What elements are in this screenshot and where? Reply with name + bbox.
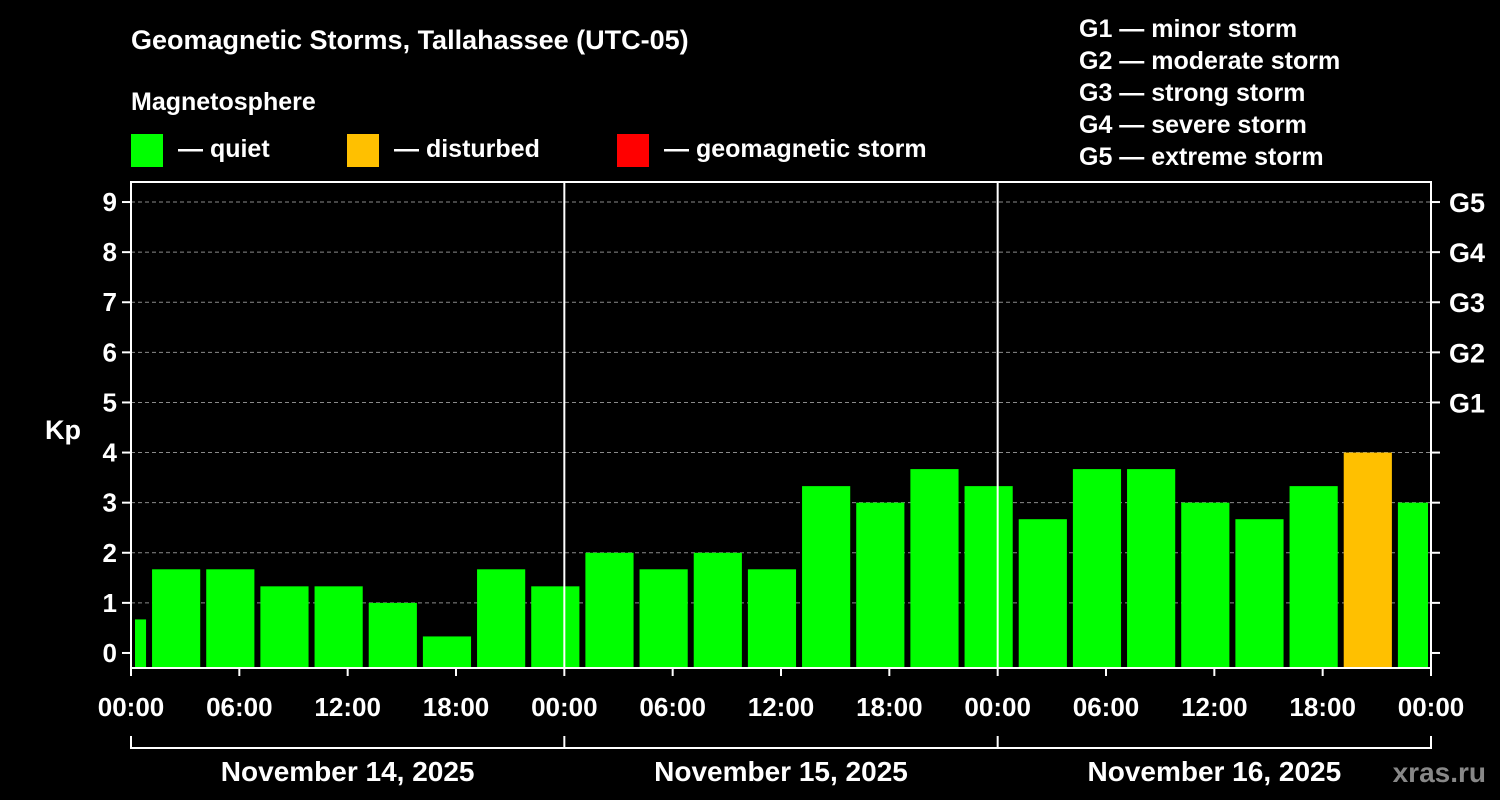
legend-swatch-quiet bbox=[131, 134, 163, 167]
legend-swatch-disturbed bbox=[347, 134, 379, 167]
kp-bar-13 bbox=[747, 569, 797, 668]
storm-scale-g1: G1 — minor storm bbox=[1079, 15, 1297, 43]
storm-level-label-g3: G3 bbox=[1449, 288, 1485, 318]
legend-label-disturbed: — disturbed bbox=[394, 135, 540, 163]
kp-bar-9 bbox=[531, 586, 580, 668]
storm-scale-g5: G5 — extreme storm bbox=[1079, 143, 1324, 171]
kp-bar-22 bbox=[1235, 519, 1284, 668]
legend-swatch-storm bbox=[617, 134, 649, 167]
x-tick-label-3: 18:00 bbox=[423, 692, 490, 722]
y-axis-label: Kp bbox=[45, 415, 81, 445]
x-tick-label-4: 00:00 bbox=[531, 692, 598, 722]
x-tick-label-8: 00:00 bbox=[964, 692, 1031, 722]
x-tick-label-0: 00:00 bbox=[98, 692, 165, 722]
kp-bar-16 bbox=[910, 469, 959, 668]
kp-bar-3 bbox=[206, 569, 255, 668]
legend-label-storm: — geomagnetic storm bbox=[664, 135, 927, 163]
storm-level-label-g1: G1 bbox=[1449, 388, 1485, 418]
chart-title: Geomagnetic Storms, Tallahassee (UTC-05) bbox=[131, 25, 689, 55]
kp-bar-24 bbox=[1343, 452, 1392, 668]
kp-bar-14 bbox=[802, 486, 851, 668]
kp-bar-7 bbox=[422, 636, 472, 668]
x-tick-label-6: 12:00 bbox=[748, 692, 815, 722]
y-tick-label-8: 8 bbox=[103, 237, 117, 267]
x-tick-label-2: 12:00 bbox=[314, 692, 381, 722]
y-tick-label-7: 7 bbox=[103, 287, 117, 317]
x-tick-label-12: 00:00 bbox=[1398, 692, 1465, 722]
x-tick-label-5: 06:00 bbox=[639, 692, 706, 722]
storm-level-label-g5: G5 bbox=[1449, 188, 1485, 218]
kp-bar-18 bbox=[1018, 519, 1067, 668]
kp-bar-5 bbox=[314, 586, 363, 668]
kp-bar-15 bbox=[856, 502, 905, 668]
y-tick-label-1: 1 bbox=[103, 588, 117, 618]
date-label-3: November 16, 2025 bbox=[1087, 756, 1341, 787]
kp-bar-23 bbox=[1289, 486, 1338, 668]
legend-title: Magnetosphere bbox=[131, 88, 316, 116]
y-tick-label-0: 0 bbox=[103, 638, 117, 668]
y-tick-label-3: 3 bbox=[103, 488, 117, 518]
kp-bar-20 bbox=[1127, 469, 1176, 668]
storm-scale-g4: G4 — severe storm bbox=[1079, 111, 1307, 139]
legend-label-quiet: — quiet bbox=[178, 135, 270, 163]
storm-scale-g3: G3 — strong storm bbox=[1079, 79, 1305, 107]
y-tick-label-6: 6 bbox=[103, 337, 117, 367]
kp-bar-11 bbox=[639, 569, 688, 668]
kp-bar-21 bbox=[1181, 502, 1230, 668]
y-tick-label-2: 2 bbox=[103, 538, 117, 568]
kp-bar-10 bbox=[585, 552, 634, 668]
kp-bar-8 bbox=[477, 569, 526, 668]
x-tick-label-1: 06:00 bbox=[206, 692, 273, 722]
kp-bar-4 bbox=[260, 586, 309, 668]
kp-bar-25 bbox=[1397, 502, 1428, 668]
kp-bar-6 bbox=[368, 602, 417, 668]
kp-bar-19 bbox=[1072, 469, 1122, 668]
x-tick-label-7: 18:00 bbox=[856, 692, 923, 722]
kp-bar-1 bbox=[135, 619, 147, 668]
y-tick-label-9: 9 bbox=[103, 187, 117, 217]
storm-level-label-g2: G2 bbox=[1449, 338, 1485, 368]
storm-level-label-g4: G4 bbox=[1449, 238, 1485, 268]
date-label-1: November 14, 2025 bbox=[221, 756, 475, 787]
kp-bar-17 bbox=[964, 486, 1013, 668]
storm-scale-g2: G2 — moderate storm bbox=[1079, 47, 1340, 75]
x-tick-label-9: 06:00 bbox=[1073, 692, 1140, 722]
kp-bar-12 bbox=[693, 552, 742, 668]
kp-bar-2 bbox=[152, 569, 201, 668]
x-tick-label-11: 18:00 bbox=[1289, 692, 1356, 722]
y-tick-label-5: 5 bbox=[103, 387, 117, 417]
watermark: xras.ru bbox=[1393, 757, 1486, 788]
date-label-2: November 15, 2025 bbox=[654, 756, 908, 787]
x-tick-label-10: 12:00 bbox=[1181, 692, 1248, 722]
y-tick-label-4: 4 bbox=[103, 438, 118, 468]
